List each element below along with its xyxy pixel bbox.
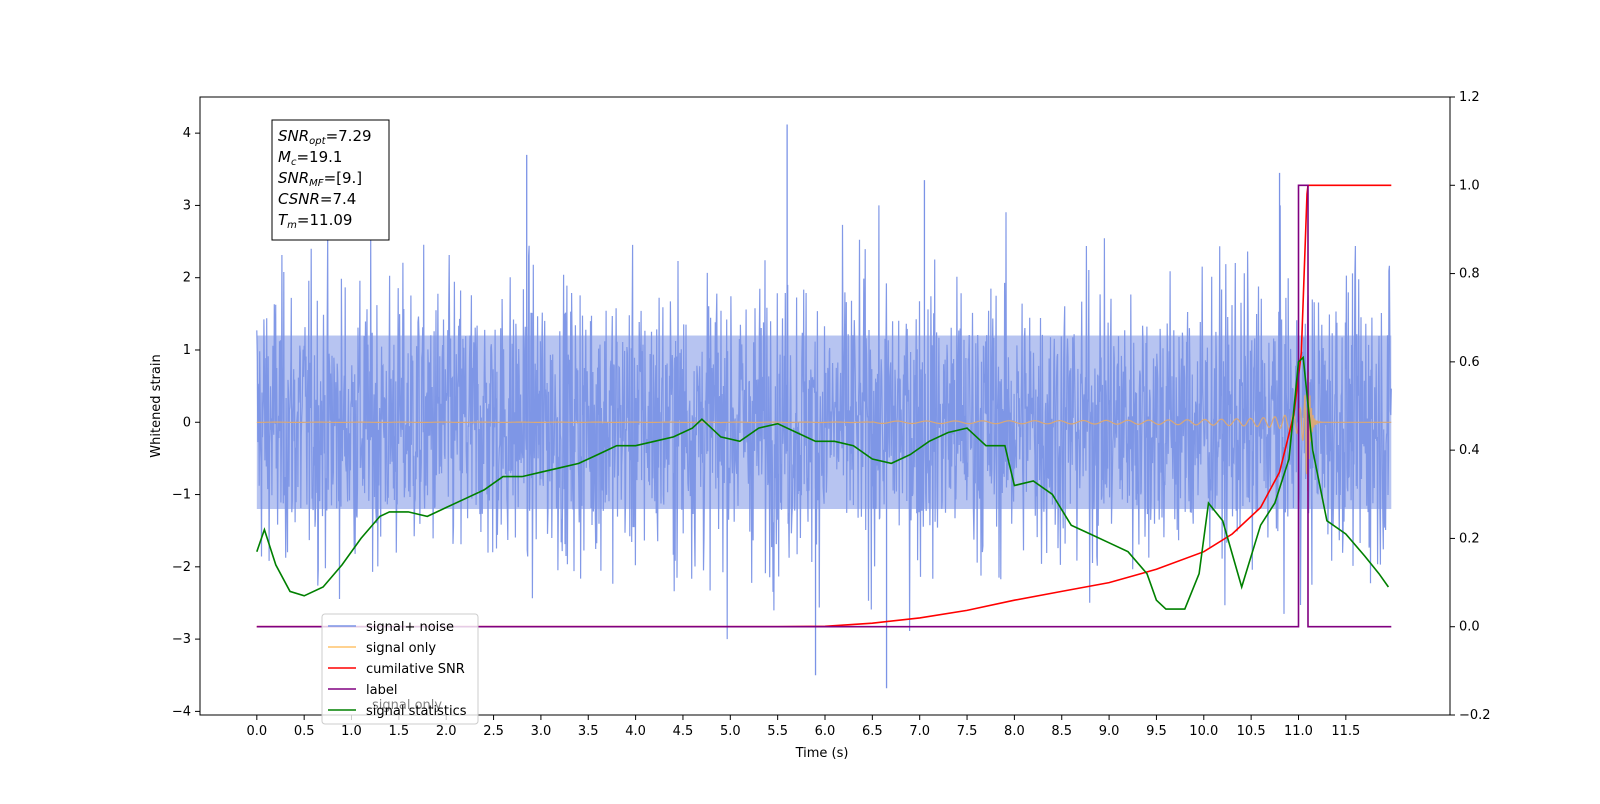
y-tick-label: −1 [172, 488, 191, 503]
plot-layer [256, 124, 1392, 689]
y-tick-label: −3 [172, 632, 191, 647]
x-tick-label: 8.5 [1051, 724, 1072, 739]
annotation-line: Mc=19.1 [278, 148, 342, 168]
x-tick-label: 2.0 [436, 724, 457, 739]
x-tick-label: 10.5 [1237, 724, 1266, 739]
y-tick-label: 0 [183, 415, 191, 430]
x-tick-label: 6.5 [862, 724, 883, 739]
y-tick-label: 4 [183, 126, 191, 141]
x-tick-label: 0.0 [246, 724, 267, 739]
y-tick-label: −4 [172, 704, 191, 719]
annotation-line: SNRMF=[9.] [278, 169, 362, 189]
y2-tick-label: 0.6 [1459, 355, 1480, 370]
legend-entry-label: signal+ noise [366, 620, 454, 635]
x-tick-label: 0.5 [294, 724, 315, 739]
y-tick-label: −2 [172, 560, 191, 575]
x-tick-label: 5.0 [720, 724, 741, 739]
x-tick-label: 11.5 [1331, 724, 1360, 739]
y2-tick-label: 1.2 [1459, 90, 1480, 105]
x-tick-label: 10.0 [1189, 724, 1218, 739]
axis-layer: 0.0 0.5 1.0 1.5 2.0 2.5 3.0 3.5 4.0 4.5 5.0 5.5 6.0 6… [172, 90, 1491, 739]
x-tick-label: 7.0 [909, 724, 930, 739]
annotation-line: Tm=11.09 [278, 211, 352, 231]
x-tick-label: 6.0 [815, 724, 836, 739]
series-signal-statistics [256, 355, 1390, 610]
legend-frame [321, 613, 479, 725]
y2-tick-label: −0.2 [1459, 708, 1491, 723]
series-label [256, 184, 1392, 628]
x-tick-label: 7.5 [957, 724, 978, 739]
y2-tick-label: 1.0 [1459, 178, 1480, 193]
y-tick-label: 1 [183, 343, 191, 358]
x-tick-label: 3.0 [531, 724, 552, 739]
x-tick-label: 1.0 [341, 724, 362, 739]
y-tick-label: 2 [183, 271, 191, 286]
legend-ghost-text: signal only [372, 698, 442, 713]
x-tick-label: 1.5 [389, 724, 410, 739]
y-tick-label: 3 [183, 198, 191, 213]
legend[interactable]: signal+ noise signal only cumilative SNR la… [321, 613, 479, 725]
x-tick-label: 5.5 [767, 724, 788, 739]
y-axis-label: Whitened strain [149, 354, 164, 457]
x-tick-label: 9.0 [1099, 724, 1120, 739]
legend-entry-label: signal only [366, 641, 436, 656]
x-tick-label: 4.5 [673, 724, 694, 739]
series-cumulative-snr [256, 184, 1392, 628]
x-tick-label: 11.0 [1284, 724, 1313, 739]
annotation-line: CSNR=7.4 [278, 190, 356, 208]
x-tick-label: 2.5 [483, 724, 504, 739]
x-tick-label: 8.0 [1004, 724, 1025, 739]
x-axis-label: Time (s) [795, 746, 849, 761]
y2-tick-label: 0.2 [1459, 531, 1480, 546]
x-tick-label: 4.0 [625, 724, 646, 739]
x-tick-label: 9.5 [1146, 724, 1167, 739]
legend-entry-label: label [366, 683, 397, 698]
y2-tick-label: 0.8 [1459, 267, 1480, 282]
y2-tick-label: 0.0 [1459, 620, 1480, 635]
x-tick-label: 3.5 [578, 724, 599, 739]
annotation-line: SNRopt=7.29 [278, 127, 372, 147]
annotation-frame [271, 119, 390, 241]
series-signal-only [256, 371, 1392, 492]
y2-tick-label: 0.4 [1459, 443, 1480, 458]
legend-entry-label: signal statistics [366, 704, 467, 719]
legend-entry-label: cumilative SNR [366, 662, 465, 677]
